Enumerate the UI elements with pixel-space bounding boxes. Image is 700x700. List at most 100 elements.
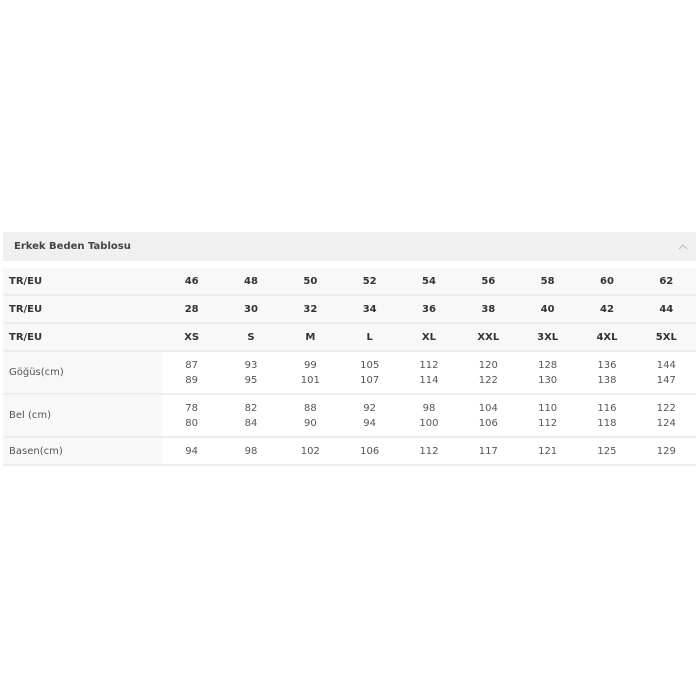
row-label: TR/EU (3, 295, 162, 324)
measurement-value: 102 (300, 445, 320, 457)
size-cell: 32 (280, 295, 340, 324)
measurement-value: 128 (538, 359, 558, 371)
measurement-value: 129 (656, 445, 676, 457)
row-label: Bel (cm) (3, 394, 162, 438)
row-label: Göğüs(cm) (3, 351, 162, 395)
size-chart-header[interactable]: Erkek Beden Tablosu (3, 232, 696, 261)
size-cell: 4XL (577, 323, 637, 352)
size-cell: XS (162, 323, 222, 352)
size-cell: XXL (458, 323, 518, 352)
measurement-value: 98 (244, 445, 258, 457)
measurement-cell: 122 124 (636, 394, 696, 438)
measurement-row: Göğüs(cm) 87 89 93 95 99 101 105 107 112 114 120 122… (3, 351, 696, 395)
size-cell: 30 (221, 295, 281, 324)
measurement-value: 89 (185, 374, 199, 386)
size-cell: 44 (636, 295, 696, 324)
size-cell: XL (399, 323, 459, 352)
size-cell: 34 (339, 295, 400, 324)
measurement-cell: 93 95 (221, 351, 281, 395)
measurement-value: 122 (656, 402, 676, 414)
size-row: TR/EU 28 30 32 34 36 38 40 42 44 (3, 295, 696, 324)
size-cell: M (280, 323, 340, 352)
size-chart-title: Erkek Beden Tablosu (14, 241, 131, 252)
measurement-value: 112 (538, 417, 558, 429)
measurement-value: 106 (478, 417, 498, 429)
size-cell: 50 (280, 268, 340, 296)
measurement-cell: 106 (339, 437, 400, 466)
measurement-value: 88 (303, 402, 317, 414)
measurement-value: 120 (478, 359, 498, 371)
measurement-cell: 120 122 (458, 351, 518, 395)
measurement-value: 107 (360, 374, 380, 386)
measurement-value: 93 (244, 359, 258, 371)
measurement-value: 110 (538, 402, 558, 414)
size-cell: 36 (399, 295, 459, 324)
size-cell: L (339, 323, 400, 352)
measurement-cell: 88 90 (280, 394, 340, 438)
measurement-value: 147 (656, 374, 676, 386)
measurement-cell: 136 138 (577, 351, 637, 395)
row-label: Basen(cm) (3, 437, 162, 466)
size-cell: 56 (458, 268, 518, 296)
measurement-cell: 129 (636, 437, 696, 466)
measurement-value: 94 (185, 445, 199, 457)
measurement-value: 112 (419, 445, 439, 457)
size-cell: 28 (162, 295, 222, 324)
size-cell: 42 (577, 295, 637, 324)
measurement-value: 118 (597, 417, 617, 429)
measurement-cell: 92 94 (339, 394, 400, 438)
row-label: TR/EU (3, 323, 162, 352)
measurement-value: 101 (300, 374, 320, 386)
measurement-value: 84 (244, 417, 258, 429)
measurement-cell: 110 112 (517, 394, 578, 438)
measurement-cell: 112 114 (399, 351, 459, 395)
measurement-row: Basen(cm) 94 98 102 106 112 117 121 125 129 (3, 437, 696, 466)
measurement-value: 90 (303, 417, 317, 429)
measurement-value: 87 (185, 359, 199, 371)
chevron-up-icon[interactable] (678, 242, 688, 252)
measurement-value: 106 (360, 445, 380, 457)
size-cell: 46 (162, 268, 222, 296)
measurement-cell: 116 118 (577, 394, 637, 438)
size-cell: 40 (517, 295, 578, 324)
measurement-cell: 98 100 (399, 394, 459, 438)
measurement-cell: 78 80 (162, 394, 222, 438)
measurement-value: 125 (597, 445, 617, 457)
size-cell: 62 (636, 268, 696, 296)
size-chart-panel: Erkek Beden Tablosu TR/EU 46 48 50 52 54 56 58 6… (3, 232, 696, 466)
measurement-value: 98 (422, 402, 436, 414)
measurement-value: 78 (185, 402, 199, 414)
measurement-value: 92 (363, 402, 377, 414)
measurement-cell: 94 (162, 437, 222, 466)
measurement-cell: 117 (458, 437, 518, 466)
measurement-cell: 125 (577, 437, 637, 466)
measurement-value: 121 (538, 445, 558, 457)
measurement-cell: 102 (280, 437, 340, 466)
measurement-cell: 87 89 (162, 351, 222, 395)
measurement-cell: 112 (399, 437, 459, 466)
measurement-value: 95 (244, 374, 258, 386)
measurement-value: 144 (656, 359, 676, 371)
measurement-cell: 105 107 (339, 351, 400, 395)
row-label: TR/EU (3, 268, 162, 296)
measurement-value: 116 (597, 402, 617, 414)
measurement-value: 138 (597, 374, 617, 386)
measurement-cell: 99 101 (280, 351, 340, 395)
measurement-cell: 128 130 (517, 351, 578, 395)
measurement-value: 114 (419, 374, 439, 386)
measurement-value: 122 (478, 374, 498, 386)
measurement-value: 100 (419, 417, 439, 429)
measurement-value: 130 (538, 374, 558, 386)
measurement-value: 105 (360, 359, 380, 371)
measurement-cell: 104 106 (458, 394, 518, 438)
size-cell: 60 (577, 268, 637, 296)
measurement-value: 112 (419, 359, 439, 371)
size-cell: 38 (458, 295, 518, 324)
size-cell: 58 (517, 268, 578, 296)
size-cell: 48 (221, 268, 281, 296)
measurement-value: 80 (185, 417, 199, 429)
measurement-cell: 98 (221, 437, 281, 466)
size-row: TR/EU XS S M L XL XXL 3XL 4XL 5XL (3, 323, 696, 352)
measurement-value: 82 (244, 402, 258, 414)
measurement-value: 94 (363, 417, 377, 429)
